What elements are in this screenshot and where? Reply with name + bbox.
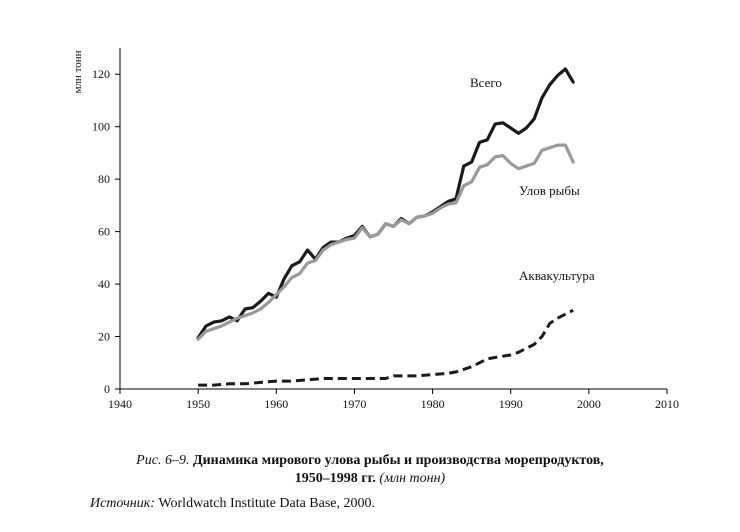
x-tick-label: 1970 <box>342 397 366 411</box>
y-tick-label: 80 <box>98 172 110 186</box>
axes: 0 20 40 60 80 100 120 1940 1950 1960 1970 1980 1990 2… <box>72 48 679 411</box>
x-tick-label: 1950 <box>186 397 210 411</box>
caption-title-line1: Динамика мирового улова рыбы и производс… <box>192 453 604 468</box>
caption-prefix: Рис. 6–9. <box>136 453 190 468</box>
y-tick-label: 100 <box>92 120 110 134</box>
x-tick-label: 1980 <box>421 397 445 411</box>
source-line: Источник: Worldwatch Institute Data Base… <box>90 496 375 512</box>
caption-units: (млн тонн) <box>379 471 446 486</box>
y-tick-label: 120 <box>92 67 110 81</box>
series-fish-catch-label: Улов рыбы <box>519 183 580 198</box>
series-aquaculture-line <box>198 308 574 387</box>
y-tick-label: 40 <box>98 277 110 291</box>
x-tick-label: 1940 <box>108 397 132 411</box>
x-tick-label: 1960 <box>264 397 288 411</box>
series-fish-catch-line <box>196 143 575 341</box>
labels-layer: Всего Улов рыбы Аквакультура <box>470 75 595 283</box>
y-axis-label: млн тонн <box>72 50 84 93</box>
y-tick-label: 20 <box>98 330 110 344</box>
series-total-label: Всего <box>470 75 502 90</box>
x-tick-label: 2000 <box>577 397 601 411</box>
source-text: Worldwatch Institute Data Base, 2000. <box>158 496 376 511</box>
x-tick-label: 2010 <box>655 397 679 411</box>
series-aquaculture-label: Аквакультура <box>519 268 595 283</box>
chart: 0 20 40 60 80 100 120 1940 1950 1960 1970 1980 1990 2… <box>72 48 679 411</box>
series-total-line <box>196 67 575 340</box>
figure-caption-line2: 1950–1998 гг. (млн тонн) <box>0 470 740 488</box>
y-tick-label: 0 <box>104 382 110 396</box>
figure-caption: Рис. 6–9. Динамика мирового улова рыбы и… <box>0 452 740 470</box>
source-label: Источник: <box>90 496 155 511</box>
y-tick-label: 60 <box>98 225 110 239</box>
caption-title-line2: 1950–1998 гг. <box>294 471 376 486</box>
series-layer <box>196 67 575 387</box>
x-tick-label: 1990 <box>499 397 523 411</box>
